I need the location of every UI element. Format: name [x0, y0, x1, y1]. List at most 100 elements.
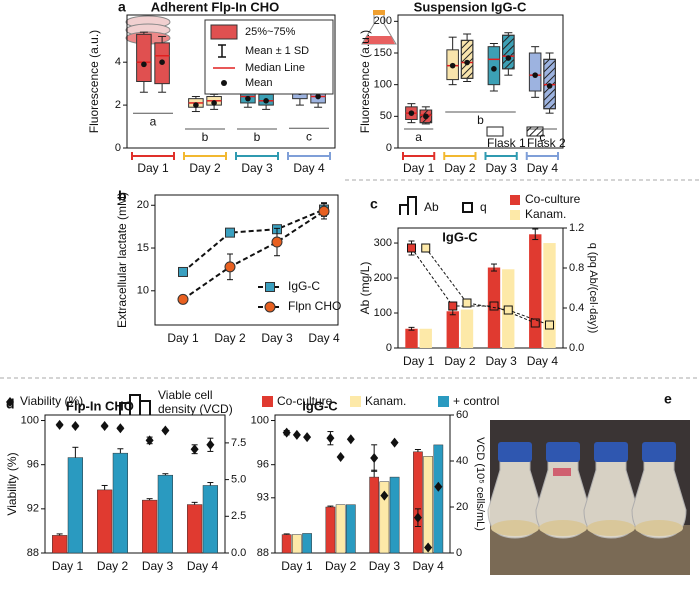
y-tick-label: 0 [115, 142, 121, 154]
bar [142, 499, 158, 554]
chart-title: Adherent Flp-In CHO [151, 0, 280, 14]
legend-swatch [210, 24, 238, 40]
y-axis-label: Extracellular lactate (mM) [115, 192, 129, 328]
bar [52, 535, 68, 554]
x-tick-label: Day 1 [403, 161, 435, 175]
legend-label: Co-culture [525, 192, 581, 206]
chart-title: Flp-In CHO [66, 398, 134, 413]
y-tick-label: 100 [374, 79, 392, 91]
bar [112, 452, 128, 554]
legend-label: IgG-C [288, 279, 320, 293]
x-tick-label: Day 4 [293, 161, 325, 175]
y2-tick-label: 2.5 [231, 510, 246, 522]
legend-mean [221, 80, 227, 86]
y2-tick-label: 0.8 [569, 262, 584, 274]
q-marker [407, 243, 417, 253]
y-tick-label: 15 [137, 242, 149, 254]
mean [245, 95, 251, 102]
q-line [425, 247, 550, 326]
mean [491, 66, 497, 72]
y-tick-label: 4 [115, 56, 121, 68]
y2-tick-label: 0.4 [569, 302, 584, 314]
mean [263, 98, 269, 104]
bar [543, 243, 556, 348]
bar [419, 328, 432, 348]
y-axis-label: Viability (%) [5, 452, 19, 515]
legend-label: Viable cell [158, 388, 212, 402]
x-tick-label: Day 3 [369, 559, 401, 573]
q-marker [421, 243, 431, 253]
box [528, 52, 542, 92]
x-tick-label: Day 4 [527, 161, 559, 175]
mean [505, 55, 512, 61]
viability-marker [116, 423, 125, 434]
q-marker [530, 318, 540, 328]
q-marker [462, 298, 472, 308]
plot-frame [397, 14, 564, 149]
legend-bar-icon [399, 196, 417, 215]
chart-title: IgG-C [302, 398, 338, 413]
mean [211, 100, 217, 106]
group-label: b [254, 130, 261, 144]
legend-swatch [510, 195, 520, 205]
bar [281, 534, 292, 554]
viability-marker [71, 421, 80, 432]
plot-frame [274, 414, 451, 554]
y2-tick-label: 7.5 [231, 437, 246, 449]
bar [379, 481, 390, 554]
y2-tick-label: 0 [456, 547, 462, 559]
box [136, 33, 152, 82]
plot-frame [126, 14, 336, 149]
group-label: b [477, 113, 484, 127]
legend-label: Mean [245, 77, 273, 89]
legend-marker [265, 282, 275, 292]
marker [271, 236, 283, 248]
legend-label: Co-culture [277, 394, 333, 408]
bar [157, 474, 173, 554]
bar [345, 504, 356, 554]
bar [389, 476, 400, 554]
y-tick-label: 20 [137, 199, 149, 211]
plot-frame [44, 414, 226, 554]
y-tick-label: 100 [21, 414, 39, 426]
bar [405, 328, 418, 348]
viability-marker [161, 425, 170, 436]
mean [464, 59, 470, 66]
y2-tick-label: 20 [456, 501, 468, 513]
bar [202, 485, 218, 554]
x-tick-label: Day 1 [137, 161, 169, 175]
legend-bar-icon [119, 394, 151, 415]
bar [292, 534, 302, 554]
y-tick-label: 100 [251, 414, 269, 426]
photo [487, 420, 690, 575]
series-line [182, 208, 325, 273]
q-marker [489, 301, 499, 311]
box-hatch [460, 39, 474, 79]
x-tick-label: Day 2 [444, 354, 476, 368]
group-label: c [539, 130, 545, 144]
bar [433, 444, 444, 554]
x-tick-label: Day 3 [261, 331, 293, 345]
x-tick-label: Day 1 [52, 559, 84, 573]
viability-marker [206, 439, 215, 450]
legend-swatch [350, 396, 361, 407]
y2-tick-label: 0.0 [231, 547, 246, 559]
series-line [182, 210, 325, 301]
viability-marker [55, 419, 64, 430]
group-label: c [306, 129, 312, 143]
y-tick-label: 2 [115, 99, 121, 111]
marker [318, 205, 330, 217]
q-marker [503, 305, 513, 315]
mean [159, 59, 165, 65]
y2-tick-label: 40 [456, 455, 468, 467]
x-tick-label: Day 1 [281, 559, 313, 573]
legend-label: Mean ± 1 SD [245, 45, 309, 57]
mean [532, 72, 538, 78]
bar [302, 533, 312, 554]
q-marker [448, 301, 458, 311]
mean [546, 83, 553, 89]
mean [423, 113, 429, 120]
x-tick-label: Day 4 [412, 559, 444, 573]
group-label: b [202, 130, 209, 144]
